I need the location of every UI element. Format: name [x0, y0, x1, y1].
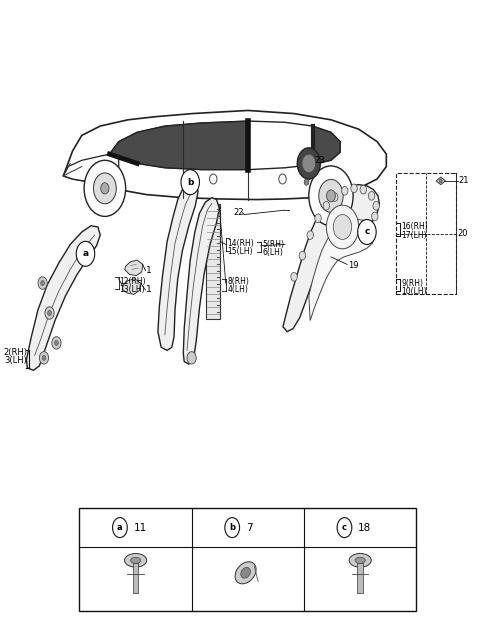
Text: a: a: [83, 249, 88, 259]
Ellipse shape: [235, 562, 256, 584]
Ellipse shape: [124, 553, 147, 567]
Circle shape: [299, 251, 306, 260]
Circle shape: [279, 174, 286, 184]
Circle shape: [210, 174, 217, 184]
Circle shape: [439, 179, 442, 183]
Circle shape: [326, 205, 359, 249]
Bar: [80, 508, 416, 611]
Circle shape: [309, 166, 353, 226]
Circle shape: [39, 352, 48, 364]
Text: 12(RH): 12(RH): [120, 277, 146, 285]
Text: 13(LH): 13(LH): [120, 285, 145, 294]
Text: 6(LH): 6(LH): [263, 248, 284, 257]
Text: a: a: [117, 523, 123, 532]
Polygon shape: [125, 260, 143, 275]
Circle shape: [319, 180, 343, 212]
Text: b: b: [187, 178, 193, 187]
Circle shape: [326, 190, 336, 202]
Circle shape: [351, 184, 357, 193]
Circle shape: [55, 341, 58, 346]
Text: 14(RH): 14(RH): [227, 239, 254, 248]
Ellipse shape: [349, 553, 371, 567]
Circle shape: [307, 231, 313, 240]
Text: 9(RH): 9(RH): [402, 279, 423, 287]
Text: 3(LH): 3(LH): [4, 356, 27, 366]
Circle shape: [358, 220, 376, 244]
Circle shape: [181, 170, 200, 195]
Circle shape: [304, 179, 309, 185]
Text: 11: 11: [133, 523, 146, 533]
Ellipse shape: [241, 567, 251, 578]
Circle shape: [42, 356, 46, 361]
Ellipse shape: [355, 557, 365, 563]
Text: c: c: [342, 523, 347, 532]
Circle shape: [372, 212, 378, 221]
Polygon shape: [63, 154, 119, 190]
Circle shape: [101, 183, 109, 194]
Circle shape: [291, 272, 297, 281]
Text: 1: 1: [146, 285, 152, 294]
Circle shape: [76, 242, 95, 266]
Circle shape: [373, 202, 379, 210]
Bar: [396, 173, 456, 294]
Circle shape: [112, 518, 127, 538]
Circle shape: [333, 215, 352, 240]
Text: 18: 18: [358, 523, 371, 533]
Circle shape: [187, 352, 196, 364]
Polygon shape: [158, 181, 198, 351]
Text: 5(RH): 5(RH): [263, 240, 285, 249]
Text: 4(LH): 4(LH): [227, 285, 248, 294]
Text: 19: 19: [348, 261, 359, 270]
Polygon shape: [109, 121, 340, 170]
Text: b: b: [229, 523, 235, 532]
Text: 1: 1: [146, 266, 152, 275]
Text: 23: 23: [315, 156, 325, 165]
Polygon shape: [206, 204, 220, 319]
Text: 15(LH): 15(LH): [227, 247, 253, 256]
Text: c: c: [364, 227, 370, 237]
Circle shape: [337, 518, 352, 538]
Circle shape: [52, 337, 61, 349]
Circle shape: [184, 182, 193, 195]
Polygon shape: [309, 220, 375, 321]
Text: 21: 21: [459, 177, 469, 185]
Polygon shape: [183, 198, 219, 364]
Text: 22: 22: [234, 208, 244, 217]
Circle shape: [38, 277, 47, 289]
Text: 7: 7: [246, 523, 252, 533]
Polygon shape: [109, 121, 248, 170]
Circle shape: [302, 154, 316, 173]
Circle shape: [360, 185, 367, 194]
Polygon shape: [63, 110, 386, 200]
Text: 10(LH): 10(LH): [402, 287, 427, 295]
Text: 16(RH): 16(RH): [402, 222, 428, 232]
Text: 20: 20: [457, 229, 468, 238]
Circle shape: [225, 518, 240, 538]
Text: 2(RH): 2(RH): [3, 348, 27, 357]
Polygon shape: [312, 126, 340, 165]
Bar: [358, 563, 363, 593]
Bar: [133, 563, 138, 593]
Circle shape: [323, 202, 330, 210]
Circle shape: [48, 310, 51, 316]
Polygon shape: [122, 279, 141, 294]
Circle shape: [94, 173, 116, 204]
Polygon shape: [26, 226, 100, 371]
Circle shape: [45, 307, 54, 319]
Text: 8(RH): 8(RH): [227, 277, 249, 286]
Circle shape: [84, 160, 126, 217]
Circle shape: [315, 214, 321, 223]
Circle shape: [331, 193, 338, 202]
Circle shape: [368, 192, 375, 200]
Circle shape: [297, 148, 320, 179]
Circle shape: [41, 280, 45, 285]
Text: 17(LH): 17(LH): [402, 230, 427, 240]
Ellipse shape: [131, 557, 141, 563]
Polygon shape: [283, 185, 379, 332]
Polygon shape: [436, 177, 445, 185]
Circle shape: [342, 187, 348, 195]
